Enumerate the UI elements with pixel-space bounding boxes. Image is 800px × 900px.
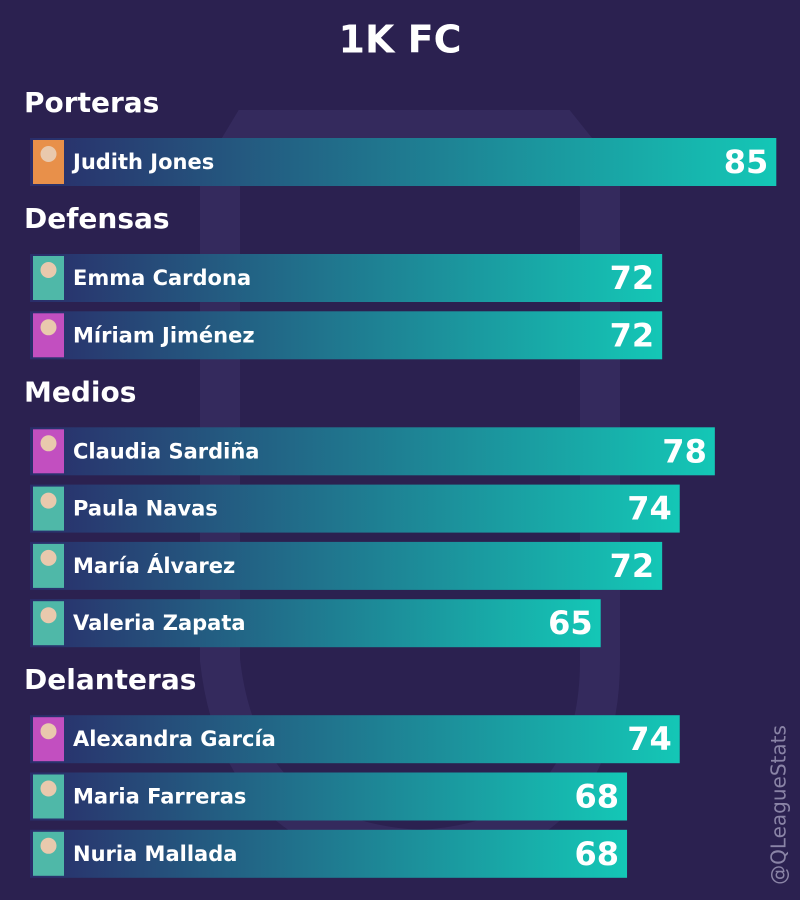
value-label: 72	[610, 259, 655, 297]
bar	[30, 772, 628, 821]
player-face	[40, 146, 57, 162]
value-label: 68	[575, 778, 620, 816]
bar	[30, 254, 663, 302]
player-name: Míriam Jiménez	[73, 323, 255, 347]
player-face	[40, 780, 57, 797]
player-name: Claudia Sardiña	[73, 439, 259, 463]
value-label: 72	[610, 316, 655, 354]
value-label: 72	[610, 547, 655, 585]
bar	[30, 829, 628, 878]
player-name: Emma Cardona	[73, 266, 251, 290]
player-name: Alexandra García	[73, 727, 276, 751]
player-face	[40, 607, 57, 624]
player-name: Judith Jones	[71, 150, 214, 174]
group-label: Delanteras	[24, 663, 196, 696]
value-label: 78	[662, 432, 707, 470]
bar	[30, 599, 601, 648]
value-label: 65	[548, 604, 593, 642]
bar	[30, 715, 680, 764]
bar	[30, 138, 777, 186]
value-label: 85	[724, 143, 769, 181]
player-face	[40, 723, 57, 740]
group-label: Porteras	[24, 86, 159, 119]
chart-title: 1K FC	[339, 18, 462, 62]
player-face	[40, 492, 57, 509]
group-label: Defensas	[24, 202, 170, 235]
bar	[30, 311, 663, 360]
player-face	[40, 837, 57, 854]
value-label: 68	[575, 835, 620, 873]
player-face	[40, 549, 57, 566]
player-face	[40, 435, 57, 452]
player-face	[40, 319, 57, 336]
player-name: Maria Farreras	[73, 785, 246, 809]
watermark: @QLeagueStats	[767, 725, 791, 885]
player-face	[40, 262, 57, 278]
bar	[30, 541, 663, 590]
value-label: 74	[627, 490, 672, 528]
player-name: Valeria Zapata	[73, 611, 246, 635]
group-label: Medios	[24, 375, 136, 408]
player-name: Nuria Mallada	[73, 842, 237, 866]
player-name: María Álvarez	[73, 553, 235, 578]
value-label: 74	[627, 720, 672, 758]
player-name: Paula Navas	[73, 497, 218, 521]
bar	[30, 484, 680, 533]
bar	[30, 427, 715, 476]
